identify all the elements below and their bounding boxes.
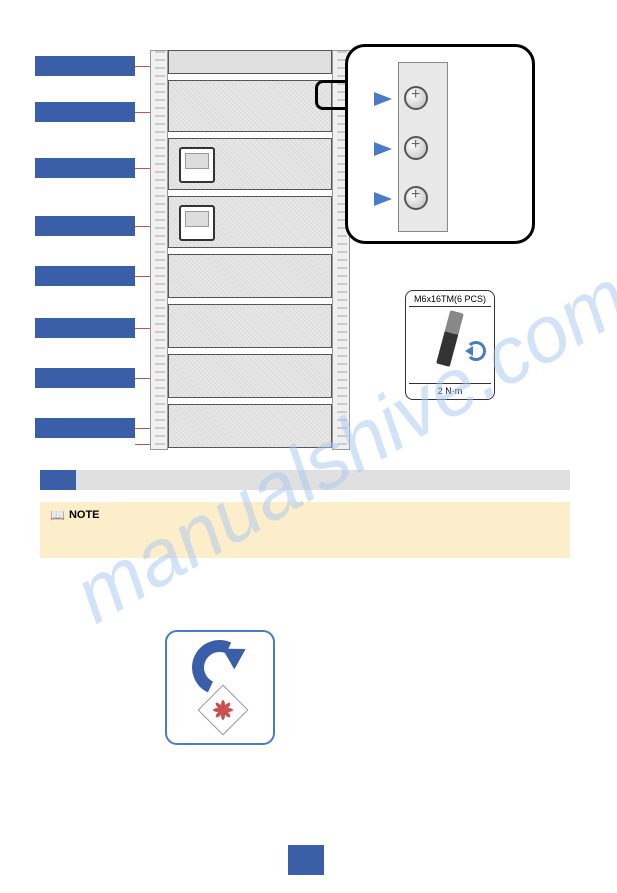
rotate-handle-diagram: [165, 630, 275, 745]
screw-row: [374, 178, 474, 218]
label-6: [35, 318, 135, 338]
rack-unit: [168, 304, 332, 348]
rack-rail-left: [150, 50, 168, 450]
screwdriver-icon: [436, 310, 464, 367]
section-accent: [40, 470, 76, 490]
rack-unit: [168, 354, 332, 398]
label-5: [35, 266, 135, 286]
label-7: [35, 368, 135, 388]
screw-callout: [345, 44, 535, 244]
label-8: [35, 418, 135, 438]
label-3: [35, 158, 135, 178]
huawei-petals: [209, 696, 237, 724]
label-4: [35, 216, 135, 236]
rack-unit-top: [168, 50, 332, 74]
page-number-box: [288, 845, 324, 875]
screw-icon: [404, 136, 428, 160]
rack-unit: [168, 254, 332, 298]
rack-unit: [168, 196, 332, 248]
rack-unit: [168, 138, 332, 190]
label-1: [35, 56, 135, 76]
screw-row: [374, 128, 474, 168]
note-callout: 📖 NOTE: [40, 502, 570, 558]
arrow-icon: [374, 92, 392, 106]
arrow-icon: [374, 142, 392, 156]
equipment-rack: [150, 50, 350, 450]
rack-unit: [168, 80, 332, 132]
screw-spec: M6x16TM(6 PCS): [409, 294, 491, 307]
screw-icon: [404, 186, 428, 210]
rack-diagram: M6x16TM(6 PCS) 2 N·m: [40, 50, 560, 450]
screw-row: [374, 78, 474, 118]
screw-icon: [404, 86, 428, 110]
unit-display: [179, 205, 215, 241]
rotate-arrow-icon: [466, 341, 486, 361]
book-icon: 📖: [50, 508, 65, 522]
rack-unit: [168, 404, 332, 448]
section-heading-bar: [40, 470, 570, 490]
torque-spec: 2 N·m: [409, 383, 491, 396]
arrow-icon: [374, 192, 392, 206]
label-2: [35, 102, 135, 122]
unit-display: [179, 147, 215, 183]
bracket-detail: [398, 62, 448, 232]
tool-spec-box: M6x16TM(6 PCS) 2 N·m: [405, 290, 495, 400]
note-label: 📖 NOTE: [50, 508, 560, 522]
note-text: NOTE: [69, 509, 100, 521]
